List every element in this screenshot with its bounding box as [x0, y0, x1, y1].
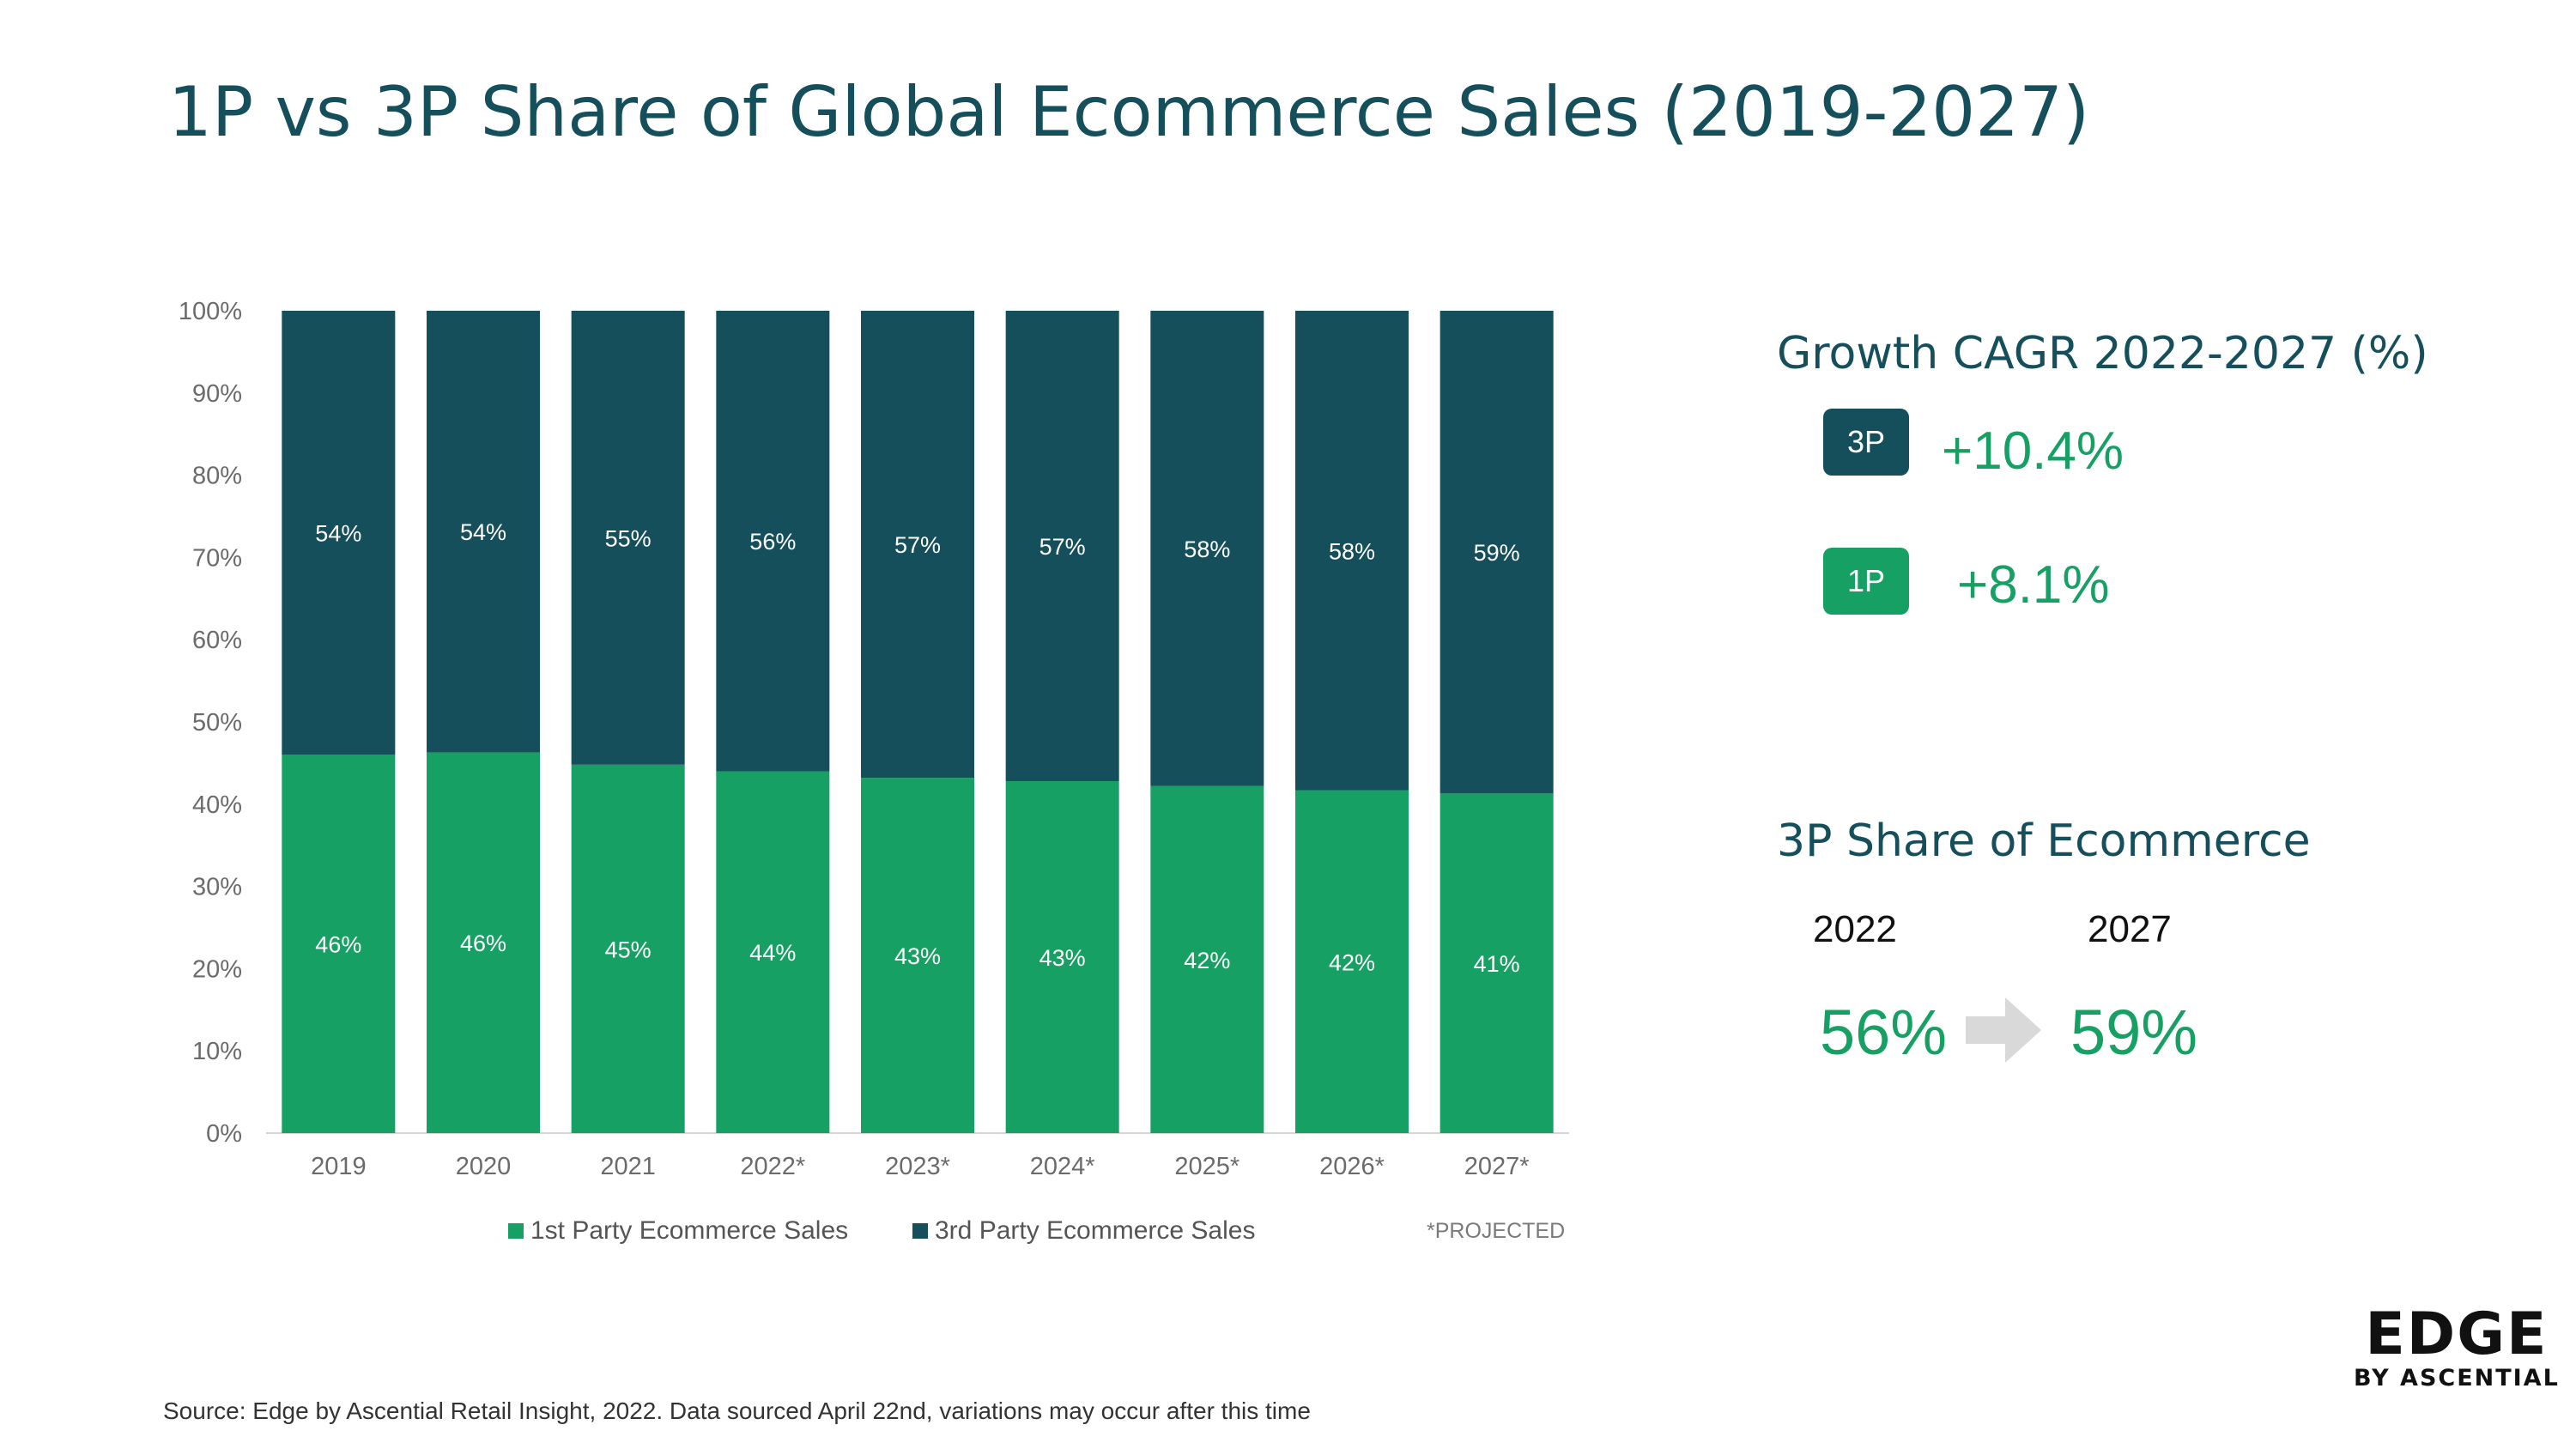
- bar-segment-first-party: [1150, 785, 1264, 1133]
- legend-swatch-third-party: [912, 1223, 928, 1239]
- cagr-3p-value: +10.4%: [1942, 421, 2124, 481]
- x-tick-label: 2019: [311, 1153, 367, 1180]
- data-label: 46%: [315, 932, 361, 958]
- bar-segment-third-party: [861, 311, 974, 779]
- share-value-from: 56%: [1820, 997, 1948, 1068]
- share-year-from: 2022: [1813, 908, 1897, 950]
- projected-note: *PROJECTED: [1427, 1219, 1566, 1243]
- y-tick-label: 20%: [192, 955, 242, 983]
- bar-segment-third-party: [1005, 311, 1119, 781]
- data-label: 59%: [1474, 540, 1520, 566]
- bar-segment-first-party: [571, 764, 685, 1133]
- data-label: 55%: [605, 525, 652, 551]
- x-tick-label: 2022*: [740, 1153, 805, 1180]
- y-tick-label: 90%: [192, 380, 242, 408]
- x-tick-label: 2023*: [885, 1153, 950, 1180]
- legend-item-third-party: 3rd Party Ecommerce Sales: [912, 1216, 1255, 1246]
- y-tick-label: 10%: [192, 1038, 242, 1065]
- share-heading: 3P Share of Ecommerce: [1777, 815, 2311, 867]
- data-label: 44%: [749, 940, 796, 966]
- x-tick-label: 2026*: [1319, 1153, 1385, 1180]
- bar-segment-third-party: [1440, 311, 1554, 794]
- data-label: 58%: [1329, 538, 1375, 564]
- bar-segment-first-party: [427, 752, 540, 1133]
- x-tick-label: 2027*: [1464, 1153, 1530, 1180]
- cagr-heading: Growth CAGR 2022-2027 (%): [1777, 328, 2428, 379]
- data-label: 58%: [1184, 537, 1230, 562]
- bar-segment-third-party: [1295, 311, 1409, 791]
- badge-3p: 3P: [1823, 409, 1909, 476]
- edge-logo: EDGE BY ASCENTIAL: [2354, 1300, 2560, 1392]
- data-label: 57%: [1039, 534, 1086, 560]
- x-tick-label: 2024*: [1030, 1153, 1095, 1180]
- bar-segment-first-party: [861, 778, 974, 1133]
- share-year-to: 2027: [2088, 908, 2172, 950]
- y-tick-label: 0%: [206, 1120, 242, 1148]
- x-tick-label: 2020: [456, 1153, 512, 1180]
- source-note: Source: Edge by Ascential Retail Insight…: [163, 1397, 1311, 1424]
- data-label: 43%: [1039, 945, 1086, 971]
- badge-1p: 1P: [1823, 548, 1909, 615]
- bar-segment-third-party: [716, 311, 830, 772]
- x-tick-label: 2025*: [1174, 1153, 1240, 1180]
- data-label: 46%: [460, 931, 506, 956]
- bar-segment-first-party: [282, 755, 396, 1133]
- bar-segment-third-party: [282, 311, 396, 755]
- cagr-1p-value: +8.1%: [1957, 555, 2110, 615]
- y-tick-label: 50%: [192, 709, 242, 737]
- logo-main: EDGE: [2365, 1300, 2549, 1368]
- bar-segment-third-party: [427, 311, 540, 753]
- legend-swatch-first-party: [508, 1223, 524, 1239]
- bar-segment-third-party: [571, 311, 685, 765]
- data-label: 57%: [894, 532, 941, 558]
- legend-item-first-party: 1st Party Ecommerce Sales: [508, 1216, 848, 1246]
- data-label: 42%: [1184, 948, 1230, 973]
- share-value-to: 59%: [2070, 997, 2198, 1068]
- y-tick-label: 60%: [192, 627, 242, 654]
- x-tick-label: 2021: [600, 1153, 656, 1180]
- data-label: 54%: [315, 521, 361, 547]
- legend-label-first-party: 1st Party Ecommerce Sales: [530, 1216, 849, 1245]
- data-label: 56%: [749, 529, 796, 555]
- bar-segment-first-party: [1005, 780, 1119, 1133]
- arrow-right-icon: [1966, 997, 2041, 1063]
- y-tick-label: 100%: [179, 298, 242, 325]
- bar-segment-first-party: [1440, 793, 1554, 1133]
- data-label: 45%: [605, 937, 652, 962]
- logo-sub: BY ASCENTIAL: [2354, 1365, 2560, 1391]
- legend-label-third-party: 3rd Party Ecommerce Sales: [935, 1216, 1256, 1245]
- bar-segment-third-party: [1150, 311, 1264, 786]
- page-title: 1P vs 3P Share of Global Ecommerce Sales…: [168, 72, 2090, 152]
- data-label: 43%: [894, 943, 941, 969]
- y-tick-label: 70%: [192, 544, 242, 572]
- data-label: 42%: [1329, 949, 1375, 975]
- data-label: 54%: [460, 519, 506, 545]
- bar-segment-first-party: [716, 771, 830, 1133]
- y-tick-label: 30%: [192, 874, 242, 901]
- y-tick-label: 40%: [192, 791, 242, 819]
- bar-segment-first-party: [1295, 790, 1409, 1133]
- y-tick-label: 80%: [192, 463, 242, 490]
- data-label: 41%: [1474, 951, 1520, 977]
